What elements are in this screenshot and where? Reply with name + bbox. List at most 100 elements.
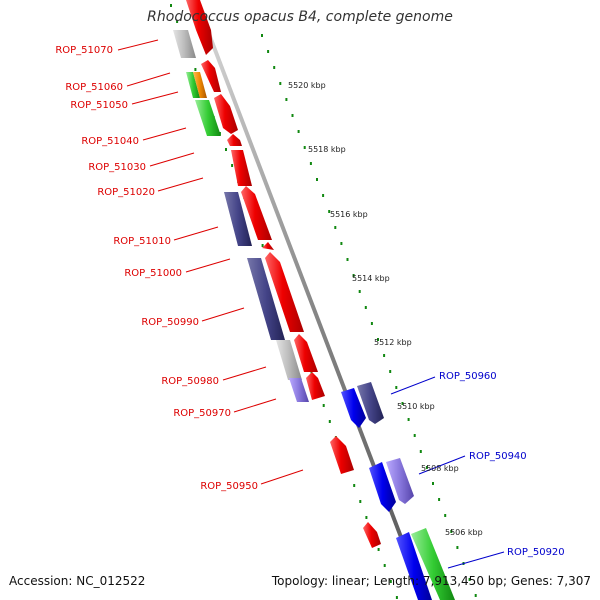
gene-label[interactable]: ROP_51070 bbox=[55, 45, 113, 56]
scale-label: 5514 kbp bbox=[352, 274, 390, 283]
gene-arrow[interactable] bbox=[247, 258, 285, 340]
scale-tick-dot bbox=[377, 338, 379, 341]
gene-arrow[interactable] bbox=[201, 60, 221, 92]
scale-tick-dot bbox=[359, 500, 362, 503]
scale-tick-dot bbox=[364, 306, 367, 309]
scale-tick-dot bbox=[340, 242, 343, 245]
scale-label: 5520 kbp bbox=[288, 81, 326, 90]
gene-arrow[interactable] bbox=[294, 334, 318, 372]
scale-label: 5516 kbp bbox=[330, 210, 368, 219]
scale-tick-dot bbox=[352, 274, 355, 277]
scale-tick-dot bbox=[383, 564, 386, 567]
genome-axis bbox=[194, 0, 427, 600]
scale-label: 5510 kbp bbox=[397, 402, 435, 411]
scale-label: 5508 kbp bbox=[421, 464, 459, 473]
scale-tick-dot bbox=[474, 594, 477, 597]
scale-tick-dot bbox=[432, 482, 434, 485]
scale-tick-dot bbox=[401, 402, 404, 405]
gene-arrow[interactable] bbox=[241, 186, 272, 240]
scale-tick-dot bbox=[194, 68, 197, 71]
scale-tick-dot bbox=[468, 578, 471, 581]
gene-label[interactable]: ROP_50970 bbox=[173, 408, 231, 419]
gene-label[interactable]: ROP_51030 bbox=[88, 162, 146, 173]
gene-arrow[interactable] bbox=[330, 436, 354, 474]
scale-tick-dot bbox=[285, 98, 288, 101]
scale-tick-dot bbox=[309, 162, 312, 165]
scale-tick-dot bbox=[176, 20, 179, 23]
gene-arrow[interactable] bbox=[231, 150, 252, 186]
accession-text: Accession: NC_012522 bbox=[9, 574, 146, 588]
reverse-strand-genes bbox=[173, 0, 381, 548]
scale-tick-dot bbox=[322, 404, 325, 407]
scale-tick-dot bbox=[170, 4, 172, 7]
scale-tick-dot bbox=[370, 322, 373, 325]
gene-arrow[interactable] bbox=[396, 532, 432, 600]
scale-tick-dot bbox=[365, 516, 368, 519]
gene-arrow[interactable] bbox=[289, 378, 309, 402]
scale-label: 5506 kbp bbox=[445, 528, 483, 537]
gene-arrow[interactable] bbox=[386, 458, 414, 504]
scale-tick-dot bbox=[419, 450, 422, 453]
scale-label: 5512 kbp bbox=[374, 338, 412, 347]
gene-arrow[interactable] bbox=[262, 242, 274, 250]
gene-arrow[interactable] bbox=[363, 522, 381, 548]
scale-tick-dot bbox=[261, 244, 264, 247]
gene-label[interactable]: ROP_51050 bbox=[70, 100, 128, 111]
gene-arrow[interactable] bbox=[369, 462, 396, 512]
scale-tick-dot bbox=[279, 82, 282, 85]
gene-arrow[interactable] bbox=[357, 382, 384, 424]
gene-arrow[interactable] bbox=[276, 340, 302, 380]
scale-tick-dot bbox=[303, 146, 306, 149]
gene-arrow[interactable] bbox=[186, 0, 213, 55]
scale-tick-dot bbox=[261, 34, 263, 37]
scale-tick-dot bbox=[395, 596, 398, 599]
scale-tick-dot bbox=[389, 370, 392, 373]
gene-arrow[interactable] bbox=[193, 72, 207, 98]
scale-tick-dot bbox=[438, 498, 441, 501]
gene-label[interactable]: ROP_50980 bbox=[161, 376, 219, 387]
gene-label[interactable]: ROP_50960 bbox=[439, 371, 497, 382]
page-title: Rhodococcus opacus B4, complete genome bbox=[147, 9, 453, 25]
gene-arrow[interactable] bbox=[173, 30, 196, 58]
scale-tick-dot bbox=[377, 548, 380, 551]
scale-tick-dot bbox=[334, 226, 337, 229]
gene-arrow[interactable] bbox=[186, 72, 200, 98]
genome-summary-text: Topology: linear; Length: 7,913,450 bp; … bbox=[271, 574, 591, 588]
scale-tick-dot bbox=[328, 420, 331, 423]
gene-label[interactable]: ROP_50990 bbox=[141, 317, 199, 328]
reverse-gene-labels: ROP_51070 ROP_51060 ROP_51050 ROP_51040 … bbox=[55, 45, 258, 492]
scale-tick-dot bbox=[456, 546, 459, 549]
scale-tick-dot bbox=[328, 210, 331, 213]
gene-label[interactable]: ROP_50950 bbox=[200, 481, 258, 492]
gene-arrow[interactable] bbox=[224, 192, 252, 246]
scale-tick-dot bbox=[225, 148, 227, 151]
gene-arrow[interactable] bbox=[411, 528, 455, 600]
gene-arrow[interactable] bbox=[341, 388, 366, 428]
gene-label[interactable]: ROP_51060 bbox=[65, 82, 123, 93]
scale-tick-dot bbox=[297, 130, 300, 133]
gene-label[interactable]: ROP_50940 bbox=[469, 451, 527, 462]
scale-tick-dot bbox=[322, 194, 325, 197]
gene-arrow[interactable] bbox=[195, 100, 221, 136]
scale-tick-dot bbox=[450, 530, 453, 533]
forward-leader-lines bbox=[390, 376, 505, 569]
scale-tick-dot bbox=[353, 484, 356, 487]
gene-label[interactable]: ROP_51040 bbox=[81, 136, 139, 147]
scale-tick-dot bbox=[273, 66, 276, 69]
gene-label[interactable]: ROP_50920 bbox=[507, 547, 565, 558]
gene-arrow[interactable] bbox=[306, 372, 325, 400]
scale-tick-dot bbox=[444, 514, 447, 517]
gene-arrow[interactable] bbox=[227, 134, 242, 146]
forward-strand-genes bbox=[341, 382, 455, 600]
scale-tick-dot bbox=[389, 580, 392, 583]
gene-label[interactable]: ROP_51020 bbox=[97, 187, 155, 198]
gene-label[interactable]: ROP_51010 bbox=[113, 236, 171, 247]
scale-label: 5518 kbp bbox=[308, 145, 346, 154]
gene-label[interactable]: ROP_51000 bbox=[124, 268, 182, 279]
gene-arrow[interactable] bbox=[265, 252, 304, 332]
scale-tick-dot bbox=[231, 164, 234, 167]
gene-arrow[interactable] bbox=[214, 94, 238, 134]
scale-ticks bbox=[170, 4, 477, 599]
scale-tick-dot bbox=[413, 434, 416, 437]
scale-tick-dot bbox=[316, 178, 318, 181]
